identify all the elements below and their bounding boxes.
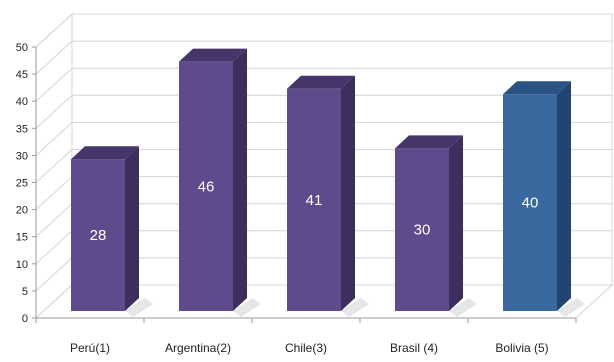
bar-4	[503, 81, 585, 317]
bar-front	[179, 61, 233, 312]
gridline-45	[35, 40, 612, 75]
bar-side	[125, 146, 139, 311]
gridline-40	[35, 67, 612, 102]
x-category-label: Perú(1)	[70, 341, 110, 355]
bar-shadow	[233, 298, 261, 317]
y-tick-label: 35	[16, 123, 28, 135]
gridline-50	[35, 13, 612, 48]
bar-top	[287, 75, 355, 89]
bar-side	[341, 75, 355, 311]
bars	[71, 48, 585, 317]
gridline-30	[35, 121, 612, 156]
x-category-label: Argentina(2)	[165, 341, 231, 355]
data-labels: 28 46 41 30 40	[90, 178, 539, 244]
bar-top	[179, 48, 247, 62]
y-tick-label: 25	[16, 178, 28, 190]
y-tick-label: 5	[22, 286, 28, 298]
bar-top	[395, 135, 463, 149]
bar-front	[395, 148, 449, 311]
data-label: 46	[198, 178, 215, 195]
bar-0	[71, 146, 153, 317]
x-category-label: Chile(3)	[285, 341, 327, 355]
y-axis-ticks: 0 5 10 15 20 25 30 35 40 45 50	[16, 42, 36, 325]
y-tick-label: 30	[16, 150, 28, 162]
bar-1	[179, 48, 261, 317]
bar-top	[503, 81, 571, 95]
bar-shadow	[125, 298, 153, 317]
bar-side	[449, 135, 463, 311]
bar-3	[395, 135, 477, 317]
y-tick-label: 50	[16, 42, 28, 54]
y-tick-label: 45	[16, 69, 28, 81]
bar-front	[287, 88, 341, 311]
data-label: 41	[306, 192, 323, 209]
data-label: 28	[90, 227, 107, 244]
bar-shadow	[341, 298, 369, 317]
gridline-35	[35, 94, 612, 129]
y-tick-label: 40	[16, 96, 28, 108]
bar-shadow	[557, 298, 585, 317]
y-tick-label: 10	[16, 259, 28, 271]
bar-side	[233, 48, 247, 312]
bar-2	[287, 75, 369, 317]
bar-shadow	[449, 298, 477, 317]
y-tick-label: 0	[22, 313, 28, 325]
bar-side	[557, 81, 571, 311]
x-category-label: Brasil (4)	[390, 341, 438, 355]
data-label: 40	[522, 195, 539, 212]
bar-front	[503, 94, 557, 311]
y-tick-label: 15	[16, 232, 28, 244]
bar-front	[71, 159, 125, 311]
data-label: 30	[414, 222, 431, 239]
y-tick-label: 20	[16, 205, 28, 217]
bar-top	[71, 146, 139, 160]
x-category-label: Bolivia (5)	[495, 341, 548, 355]
x-axis-labels: Perú(1) Argentina(2) Chile(3) Brasil (4) Bol…	[35, 318, 577, 355]
